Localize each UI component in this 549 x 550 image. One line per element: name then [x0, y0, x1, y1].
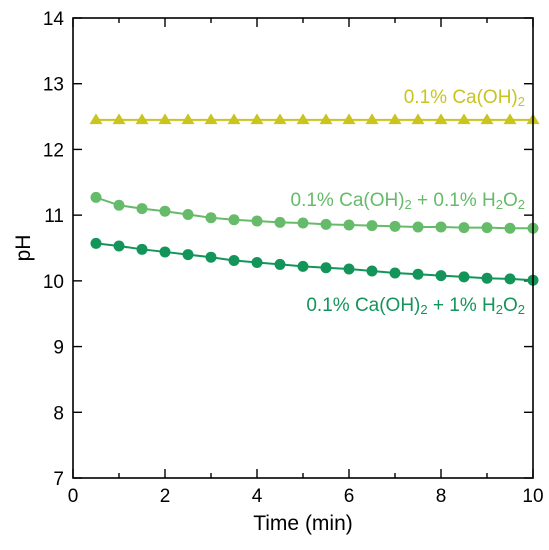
data-point [159, 205, 171, 217]
data-point [89, 113, 103, 125]
data-point [136, 203, 148, 215]
series-label-2: 0.1% Ca(OH)2 + 0.1% H2O2 [291, 190, 525, 212]
y-tick-label: 8 [53, 403, 64, 424]
data-point [273, 113, 287, 125]
data-point [481, 272, 493, 284]
data-point [90, 191, 102, 203]
data-point [343, 263, 355, 275]
series-group [89, 113, 540, 286]
data-point [389, 267, 401, 279]
data-point [435, 270, 447, 282]
data-point [158, 113, 172, 125]
series-1 [89, 113, 540, 125]
data-point [182, 249, 194, 261]
data-point [342, 113, 356, 125]
data-point [205, 251, 217, 263]
y-axis-title: pH [12, 235, 35, 262]
data-point [434, 113, 448, 125]
x-tick-label: 2 [160, 486, 171, 507]
data-point [365, 113, 379, 125]
plot-frame [72, 17, 534, 479]
series-3 [90, 237, 539, 286]
data-point [458, 222, 470, 234]
data-point [274, 258, 286, 270]
data-point [320, 218, 332, 230]
data-point [135, 113, 149, 125]
data-point [205, 212, 217, 224]
x-tick-label: 0 [68, 486, 79, 507]
data-point [251, 215, 263, 227]
data-point [297, 217, 309, 229]
data-point [481, 222, 493, 234]
x-tick-label: 6 [344, 486, 355, 507]
data-point [296, 113, 310, 125]
data-point [366, 220, 378, 232]
data-point [204, 113, 218, 125]
data-point [411, 113, 425, 125]
data-point [480, 113, 494, 125]
data-point [297, 260, 309, 272]
data-point [113, 199, 125, 211]
y-tick-label: 14 [43, 9, 65, 30]
data-point [504, 273, 516, 285]
data-point [343, 219, 355, 231]
data-point [457, 113, 471, 125]
y-tick-label: 9 [53, 338, 64, 359]
data-point [251, 256, 263, 268]
data-point [250, 113, 264, 125]
data-point [113, 240, 125, 252]
data-point [504, 222, 516, 234]
data-point [458, 271, 470, 283]
data-point [388, 113, 402, 125]
y-tick-label: 10 [43, 272, 64, 293]
series-labels: 0.1% Ca(OH)2 0.1% Ca(OH)2 + 0.1% H2O2 0.1%… [291, 87, 525, 317]
data-point [182, 208, 194, 220]
data-point [228, 214, 240, 226]
data-point [389, 220, 401, 232]
data-point [228, 254, 240, 266]
data-point [503, 113, 517, 125]
y-tick-label: 13 [43, 75, 64, 96]
data-point [435, 221, 447, 233]
tick-labels: 0 2 4 6 8 10 7 8 9 10 11 12 13 14 [43, 9, 544, 507]
y-tick-label: 11 [44, 206, 64, 227]
data-point [320, 262, 332, 274]
x-tick-label: 10 [522, 486, 543, 507]
data-point [319, 113, 333, 125]
x-axis-title: Time (min) [253, 512, 353, 535]
y-tick-label: 7 [53, 469, 64, 490]
series-label-3: 0.1% Ca(OH)2 + 1% H2O2 [306, 295, 525, 317]
series-2 [90, 191, 539, 234]
data-point [90, 237, 102, 249]
data-point [274, 216, 286, 228]
y-tick-label: 12 [43, 140, 64, 161]
data-point [112, 113, 126, 125]
data-point [227, 113, 241, 125]
x-tick-label: 8 [436, 486, 447, 507]
data-point [181, 113, 195, 125]
data-point [412, 221, 424, 233]
data-point [159, 246, 171, 258]
data-point [136, 243, 148, 255]
data-point [366, 265, 378, 277]
series-label-1: 0.1% Ca(OH)2 [404, 87, 525, 109]
data-point [412, 268, 424, 280]
x-tick-label: 4 [252, 486, 263, 507]
